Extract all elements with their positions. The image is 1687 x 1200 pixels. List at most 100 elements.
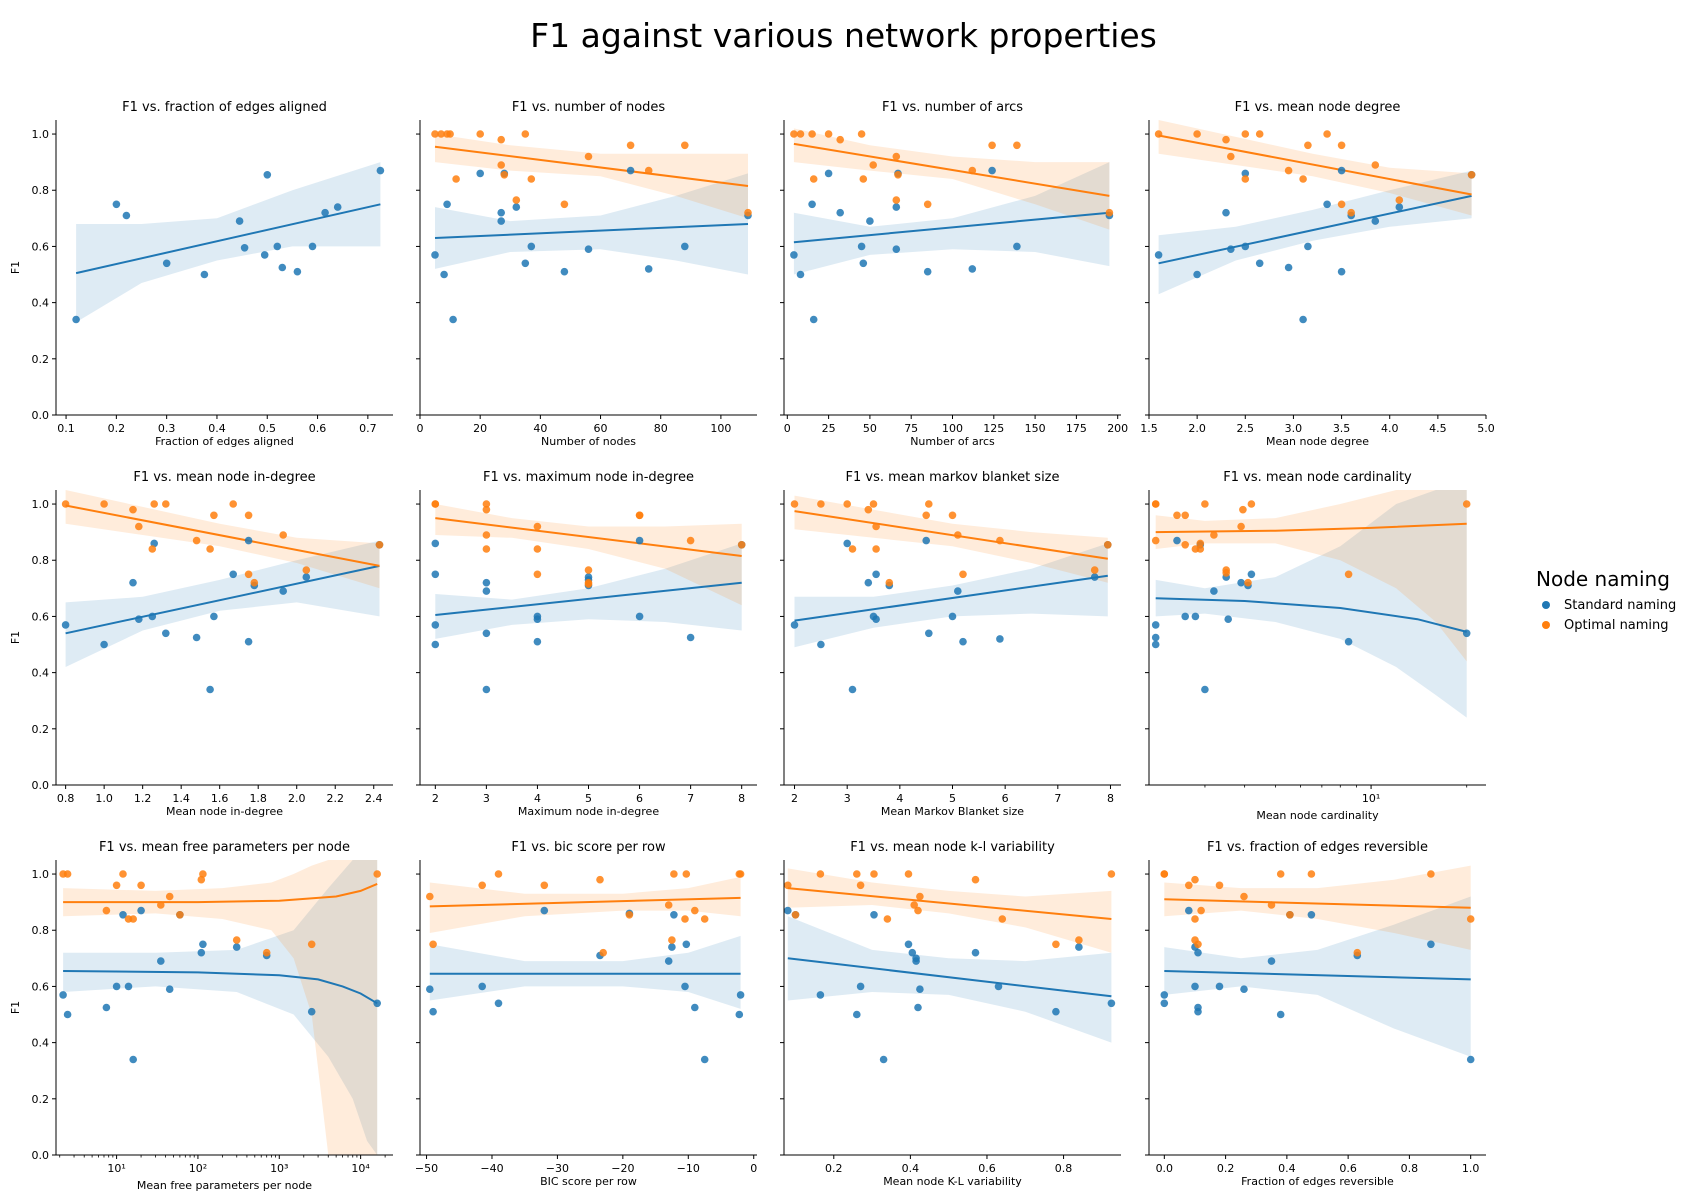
data-point-standard [197,948,206,957]
data-point-standard [784,906,792,915]
data-point-optimal [925,500,933,508]
subplot-4: 1.5 2.0 2.5 3.0 3.5 4.0 4.5 5.0 F1 vs. mean node… [1140,100,1495,448]
data-point-optimal [1193,130,1201,138]
data-point-standard [560,267,569,276]
data-point-optimal [599,948,607,957]
data-point-optimal [1240,892,1248,901]
x-tick-label: 0.1 [57,422,75,435]
data-point-standard [431,621,440,629]
data-point-standard [192,633,201,642]
data-point-standard [872,615,880,623]
data-point-standard [1013,242,1021,251]
data-point-optimal [437,130,445,138]
x-tick-label: 7 [1054,792,1061,805]
confidence-band-optimal [1155,490,1467,662]
x-tick-label: 2 [791,792,798,805]
confidence-band-standard [65,540,380,667]
data-point-standard [373,999,382,1008]
data-point-optimal [790,130,798,138]
confidence-band-optimal [63,860,378,1155]
data-point-optimal [478,881,487,890]
x-axis-label: Mean Markov Blanket size [881,805,1024,818]
data-point-optimal [998,915,1007,923]
data-point-standard [148,612,157,621]
data-point-standard [333,203,342,211]
subplot-11: 0.2 0.4 0.6 0.8 F1 vs. mean node k-l variabi… [780,840,1121,1188]
data-point-optimal [904,870,913,878]
data-point-standard [273,242,282,251]
data-point-standard [1267,957,1276,965]
data-point-standard [1255,259,1264,268]
data-point-optimal [1304,141,1312,150]
x-tick-label: 100 [710,422,731,435]
data-point-optimal [494,870,503,878]
x-tick-label: 3 [844,792,851,805]
y-tick-label: 1.0 [32,128,50,141]
plot-area [784,868,1116,1064]
x-tick-label: 7 [687,792,694,805]
data-point-standard [1173,536,1181,545]
data-point-optimal [452,175,460,183]
x-tick-label: 0 [417,422,424,435]
data-point-standard [232,943,241,951]
x-tick-label: 5.0 [1477,422,1495,435]
data-point-optimal [165,892,174,901]
data-point-standard [635,612,644,621]
data-point-optimal [691,906,699,915]
data-point-optimal [1284,166,1293,175]
x-axis-label: Mean node in-degree [166,805,283,818]
data-point-optimal [700,915,709,923]
subplot-5: 0.0 0.2 0.4 0.6 0.8 1.0 0.8 1.0 1.2 1.4 1.6 1.8 2.0 2… [9,470,393,818]
data-point-optimal [192,536,201,545]
subplot-12: 0.0 0.2 0.4 0.6 0.8 1.0 F1 vs. fraction of edg… [1145,840,1486,1188]
data-point-standard [1191,612,1200,621]
data-point-standard [817,640,825,649]
confidence-band-standard [63,860,378,1155]
subplot-9: 0.0 0.2 0.4 0.6 0.8 1.0 10¹ 10² 10³ 10⁴ F1 vs. mea… [9,840,393,1192]
regression-line-standard [435,581,742,616]
data-point-optimal [1276,870,1285,878]
data-point-standard [670,911,678,919]
data-point-standard [735,1010,744,1019]
data-point-optimal [426,892,434,901]
data-point-standard [431,539,440,548]
data-point-standard [959,637,967,646]
legend-marker-standard [1542,601,1550,609]
y-tick-label: 0.0 [32,409,50,422]
x-tick-label: 3.0 [1285,422,1303,435]
confidence-band-optimal [794,495,1108,583]
data-point-standard [922,536,930,545]
x-tick-label: 6 [636,792,643,805]
data-point-standard [644,265,653,273]
data-point-standard [533,615,542,623]
data-point-standard [848,685,857,694]
data-point-standard [302,573,311,581]
data-point-standard [1107,999,1116,1008]
data-point-standard [904,940,913,949]
x-tick-label: 0.2 [108,422,126,435]
data-point-standard [200,270,209,279]
x-tick-label: 1.0 [95,792,113,805]
regression-line-optimal [435,517,742,557]
data-point-standard [1227,245,1235,253]
data-point-standard [431,570,440,579]
data-point-optimal [1323,130,1331,138]
legend-item-optimal: Optimal naming [1536,615,1676,635]
data-point-optimal [497,135,506,144]
data-point-standard [700,1055,709,1064]
data-point-optimal [1210,531,1218,539]
data-point-standard [244,637,253,646]
data-point-standard [1371,217,1380,225]
data-point-standard [923,267,932,276]
data-point-standard [1427,940,1435,949]
data-point-optimal [954,531,962,539]
data-point-optimal [824,130,833,138]
data-point-standard [59,991,67,999]
x-tick-label: 2 [432,792,439,805]
data-point-optimal [102,906,111,915]
data-point-standard [137,906,145,915]
data-point-optimal [1151,536,1160,545]
legend-label-standard: Standard naming [1564,597,1677,613]
x-tick-label: 1.0 [1462,1162,1480,1175]
